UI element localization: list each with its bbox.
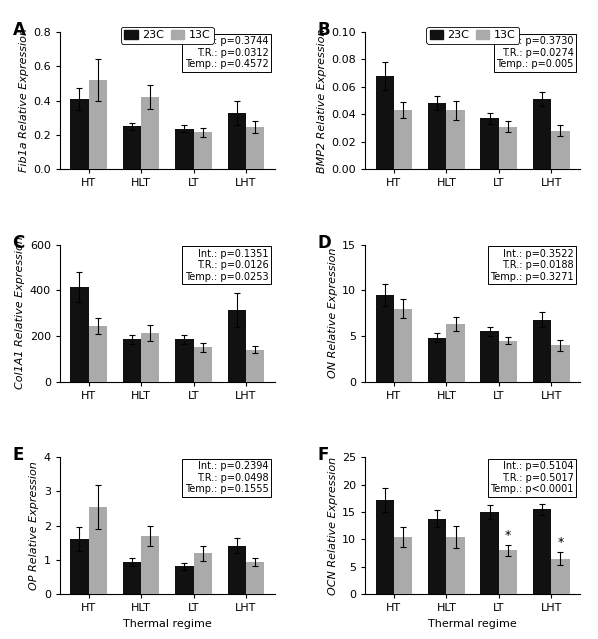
Bar bbox=[71, 99, 89, 169]
Bar bbox=[89, 507, 107, 594]
Text: D: D bbox=[318, 234, 331, 252]
Text: B: B bbox=[318, 21, 331, 39]
Bar bbox=[141, 536, 160, 594]
Bar bbox=[71, 539, 89, 594]
Bar bbox=[228, 546, 246, 594]
Bar bbox=[394, 537, 412, 594]
Bar bbox=[246, 127, 264, 169]
Bar bbox=[376, 500, 394, 594]
Bar bbox=[533, 509, 551, 594]
Bar bbox=[551, 345, 569, 381]
X-axis label: Thermal regime: Thermal regime bbox=[428, 619, 517, 629]
Bar bbox=[194, 348, 212, 381]
Bar bbox=[194, 553, 212, 594]
Bar bbox=[123, 562, 141, 594]
Bar bbox=[551, 558, 569, 594]
Bar bbox=[533, 99, 551, 169]
Bar bbox=[123, 339, 141, 381]
Bar bbox=[175, 339, 194, 381]
Bar bbox=[194, 132, 212, 169]
X-axis label: Thermal regime: Thermal regime bbox=[123, 619, 212, 629]
Bar bbox=[376, 295, 394, 381]
Y-axis label: OP Relative Expression: OP Relative Expression bbox=[29, 461, 39, 590]
Bar bbox=[141, 97, 160, 169]
Text: E: E bbox=[13, 446, 24, 464]
Bar bbox=[89, 80, 107, 169]
Text: C: C bbox=[13, 234, 25, 252]
Text: A: A bbox=[13, 21, 25, 39]
Bar bbox=[499, 341, 517, 381]
Bar bbox=[533, 320, 551, 381]
Bar bbox=[246, 562, 264, 594]
Bar bbox=[175, 129, 194, 169]
Text: F: F bbox=[318, 446, 329, 464]
Bar bbox=[123, 127, 141, 169]
Bar bbox=[480, 512, 499, 594]
Bar bbox=[428, 104, 446, 169]
Bar bbox=[394, 110, 412, 169]
Bar bbox=[551, 131, 569, 169]
Text: *: * bbox=[557, 536, 563, 550]
Bar bbox=[394, 309, 412, 381]
Bar bbox=[428, 338, 446, 381]
Bar bbox=[446, 537, 465, 594]
Bar bbox=[246, 350, 264, 381]
Bar bbox=[480, 118, 499, 169]
Bar bbox=[499, 550, 517, 594]
Y-axis label: Col1A1 Relative Expression: Col1A1 Relative Expression bbox=[16, 236, 26, 390]
Bar bbox=[499, 127, 517, 169]
Text: Int.: p=0.3730
T.R.: p=0.0274
Temp.: p=0.005: Int.: p=0.3730 T.R.: p=0.0274 Temp.: p=0… bbox=[496, 36, 573, 69]
Y-axis label: BMP2 Relative Expression: BMP2 Relative Expression bbox=[317, 28, 327, 173]
Bar bbox=[228, 112, 246, 169]
Bar bbox=[446, 324, 465, 381]
Y-axis label: OCN Relative Expression: OCN Relative Expression bbox=[328, 457, 338, 595]
Legend: 23C, 13C: 23C, 13C bbox=[121, 27, 213, 43]
Text: Int.: p=0.3522
T.R.: p=0.0188
Temp.: p=0.3271: Int.: p=0.3522 T.R.: p=0.0188 Temp.: p=0… bbox=[490, 249, 573, 282]
Bar bbox=[175, 566, 194, 594]
Y-axis label: Fib1a Relative Expression: Fib1a Relative Expression bbox=[19, 29, 29, 173]
Bar bbox=[141, 332, 160, 381]
Text: Int.: p=0.2394
T.R.: p=0.0498
Temp.: p=0.1555: Int.: p=0.2394 T.R.: p=0.0498 Temp.: p=0… bbox=[185, 461, 269, 495]
Text: Int.: p=0.5104
T.R.: p=0.5017
Temp.: p<0.0001: Int.: p=0.5104 T.R.: p=0.5017 Temp.: p<0… bbox=[490, 461, 573, 495]
Text: *: * bbox=[505, 529, 511, 542]
Text: Int.: p=0.3744
T.R.: p=0.0312
Temp.: p=0.4572: Int.: p=0.3744 T.R.: p=0.0312 Temp.: p=0… bbox=[185, 36, 269, 69]
Text: Int.: p=0.1351
T.R.: p=0.0126
Temp.: p=0.0253: Int.: p=0.1351 T.R.: p=0.0126 Temp.: p=0… bbox=[185, 249, 269, 282]
Bar bbox=[376, 76, 394, 169]
Legend: 23C, 13C: 23C, 13C bbox=[426, 27, 519, 43]
Bar bbox=[71, 287, 89, 381]
Bar bbox=[228, 310, 246, 381]
Bar bbox=[446, 110, 465, 169]
Bar bbox=[480, 332, 499, 381]
Bar bbox=[89, 326, 107, 381]
Bar bbox=[428, 519, 446, 594]
Y-axis label: ON Relative Expression: ON Relative Expression bbox=[328, 248, 338, 378]
